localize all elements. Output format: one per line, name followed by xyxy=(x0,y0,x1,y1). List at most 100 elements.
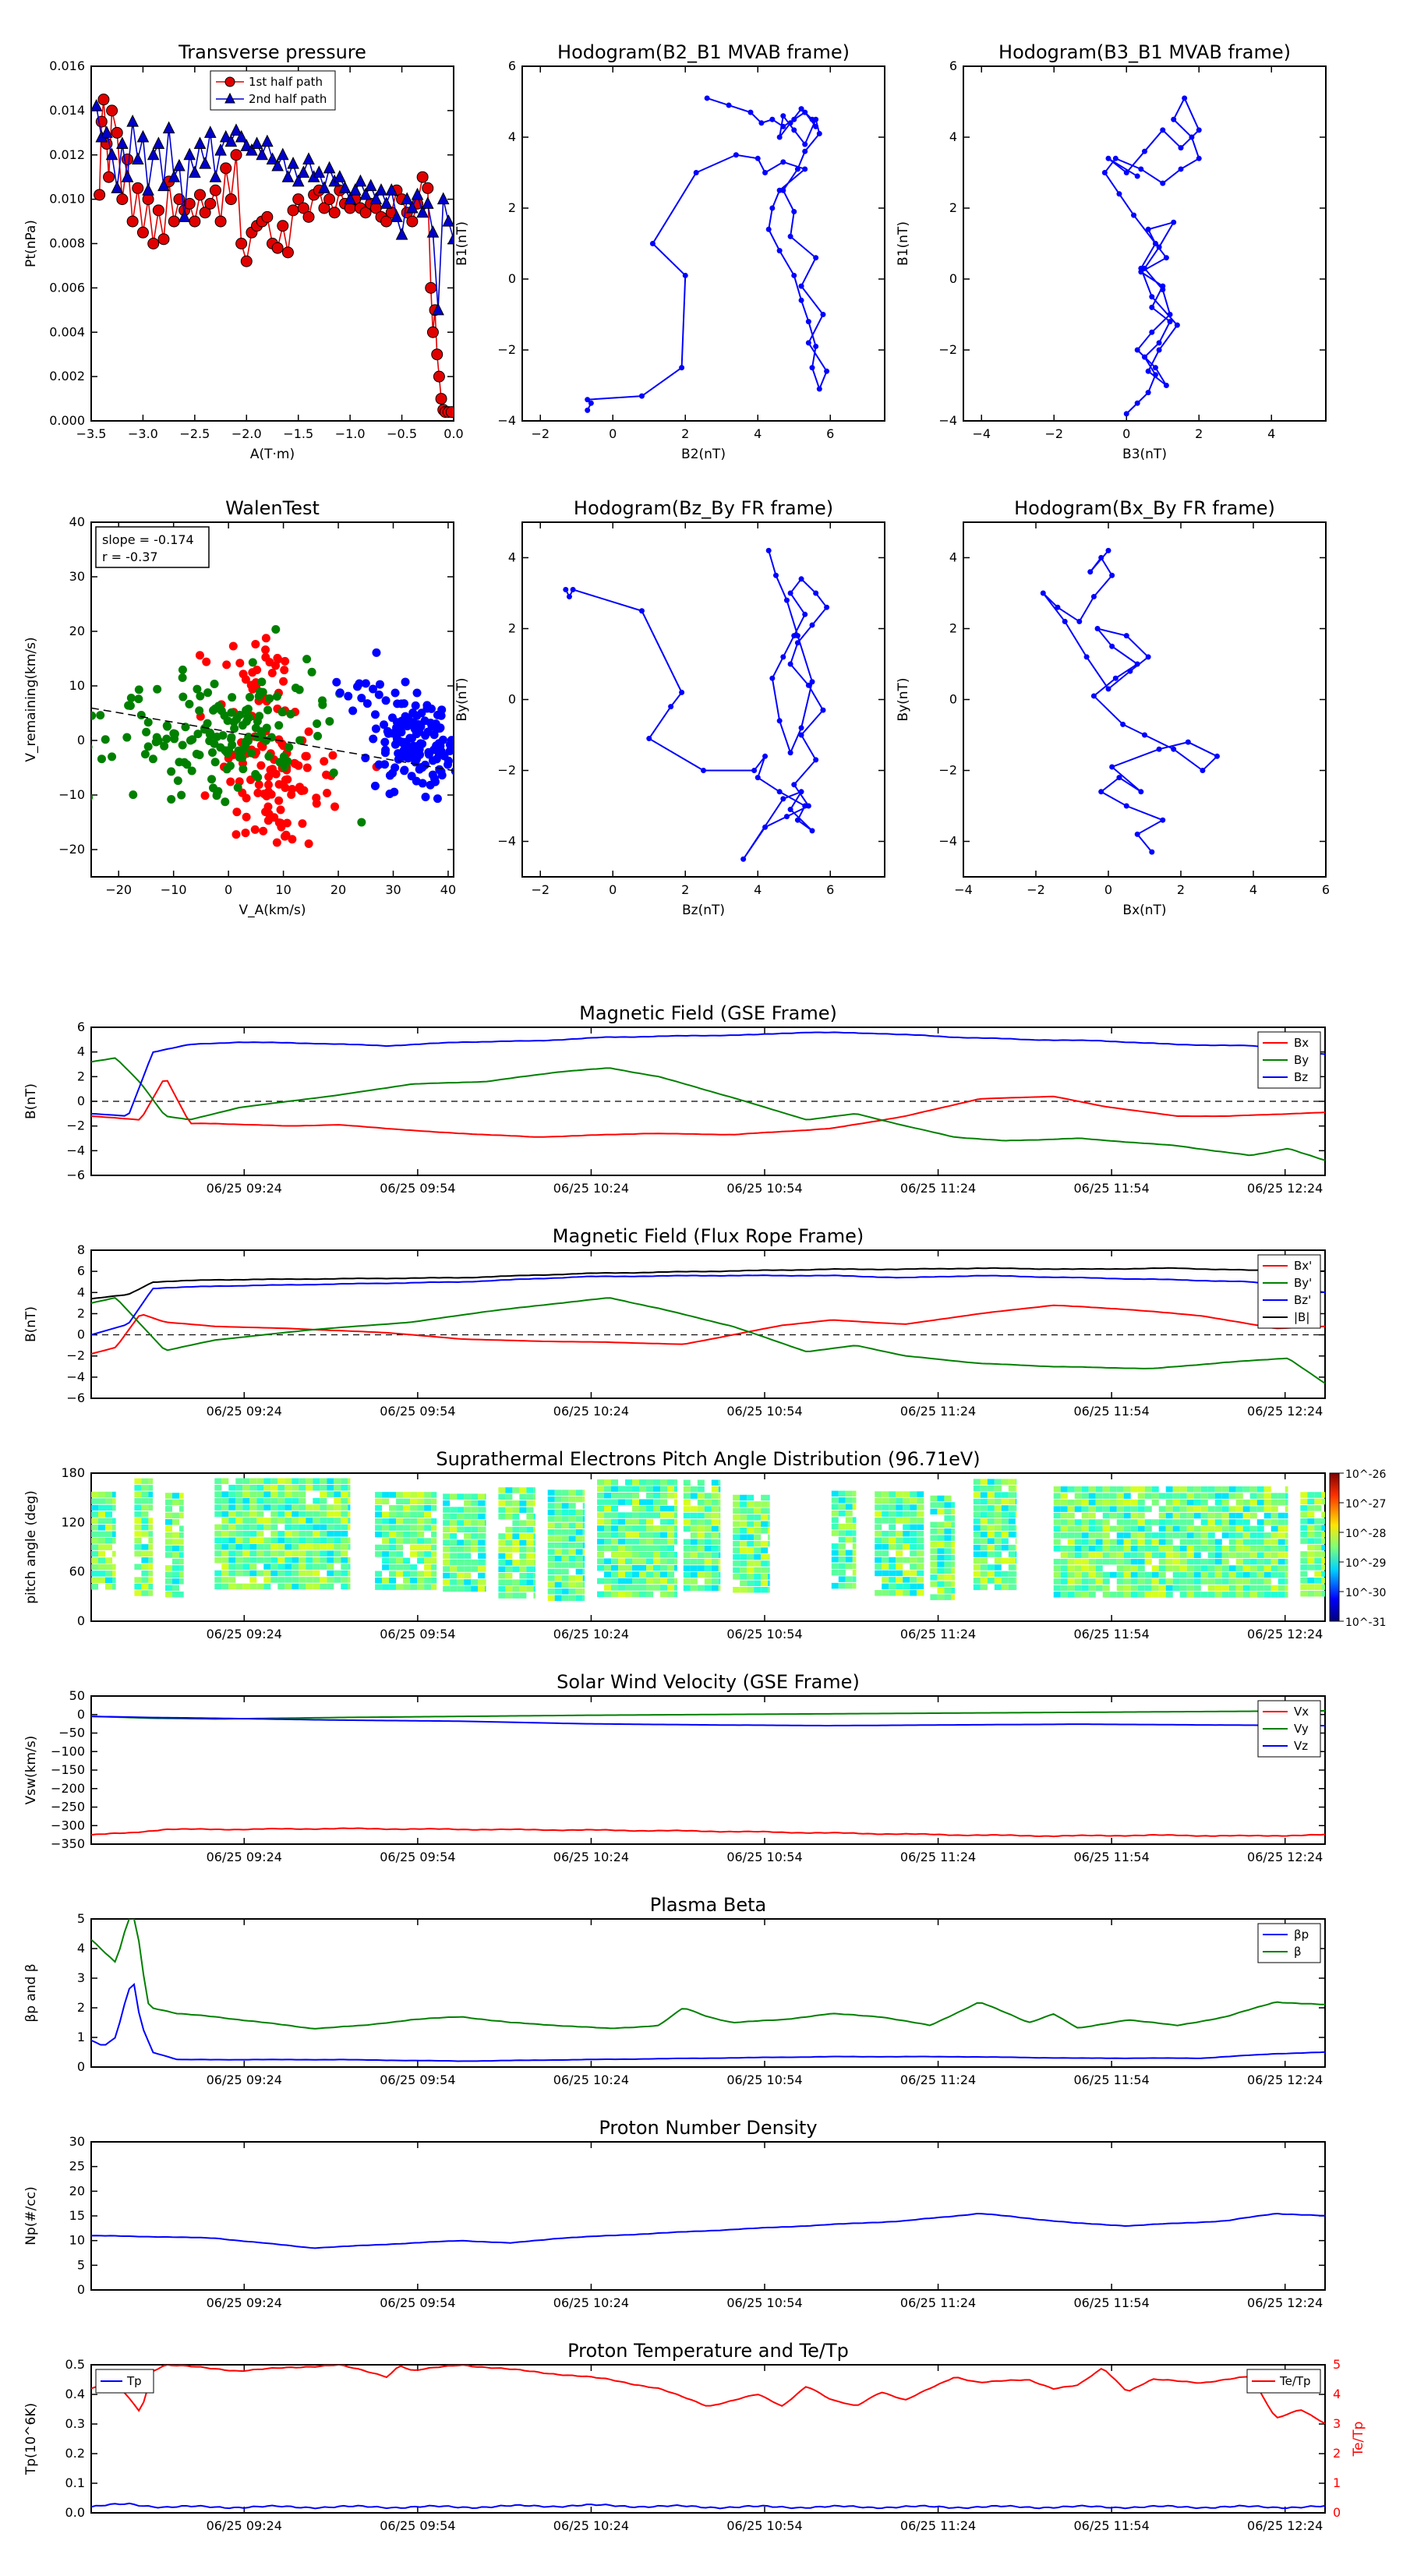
y-tick-label: 0.004 xyxy=(49,324,85,339)
y-axis-label: By(nT) xyxy=(454,677,470,721)
heatmap-cell xyxy=(284,1544,292,1550)
data-point xyxy=(1157,348,1162,353)
heatmap-cell xyxy=(1243,1506,1250,1512)
heatmap-cell xyxy=(548,1516,555,1522)
heatmap-cell xyxy=(1054,1559,1061,1565)
data-point xyxy=(639,394,645,399)
y-tick-label: 0 xyxy=(949,271,957,286)
data-point xyxy=(758,120,764,125)
y-axis-label: By(nT) xyxy=(896,677,911,721)
data-point xyxy=(195,706,203,715)
heatmap-cell xyxy=(1075,1519,1082,1525)
data-point xyxy=(639,608,645,613)
data-point xyxy=(404,754,412,762)
heatmap-cell xyxy=(698,1519,705,1525)
data-point xyxy=(1084,654,1090,659)
heatmap-cell xyxy=(299,1504,306,1511)
heatmap-cell xyxy=(882,1491,889,1497)
data-point xyxy=(751,768,757,773)
x-tick-label: 06/25 11:24 xyxy=(900,1404,976,1419)
data-point xyxy=(243,712,252,721)
heatmap-cell xyxy=(1243,1532,1250,1539)
heatmap-cell xyxy=(1089,1565,1096,1571)
heatmap-cell xyxy=(1208,1592,1215,1598)
heatmap-cell xyxy=(1054,1572,1061,1578)
heatmap-cell xyxy=(1009,1505,1016,1511)
heatmap-cell xyxy=(1082,1486,1089,1493)
heatmap-cell xyxy=(1009,1578,1016,1584)
heatmap-cell xyxy=(512,1520,519,1526)
legend-label: 2nd half path xyxy=(249,92,327,106)
heatmap-cell xyxy=(1180,1565,1187,1571)
heatmap-cell xyxy=(221,1518,228,1524)
data-point xyxy=(124,701,133,710)
data-point xyxy=(122,171,133,182)
heatmap-cell xyxy=(611,1585,618,1591)
heatmap-cell xyxy=(576,1516,583,1522)
data-point xyxy=(308,668,316,677)
heatmap-cell xyxy=(1159,1513,1166,1519)
heatmap-cell xyxy=(747,1581,754,1587)
heatmap-cell xyxy=(334,1498,341,1504)
heatmap-cell xyxy=(1243,1513,1250,1519)
data-point xyxy=(265,694,274,703)
data-point xyxy=(273,692,281,701)
data-point xyxy=(264,752,273,761)
heatmap-cell xyxy=(611,1592,618,1598)
heatmap-cell xyxy=(375,1532,382,1538)
heatmap-cell xyxy=(667,1546,674,1552)
heatmap-cell xyxy=(903,1511,910,1518)
heatmap-cell xyxy=(1152,1565,1159,1571)
y-axis-label: V_remaining(km/s) xyxy=(23,637,39,761)
heatmap-cell xyxy=(1009,1479,1016,1485)
heatmap-cell xyxy=(485,1520,486,1526)
heatmap-cell xyxy=(604,1525,611,1532)
heatmap-cell xyxy=(256,1550,263,1557)
heatmap-cell xyxy=(91,1578,98,1584)
y-tick-label: 20 xyxy=(69,2183,85,2198)
heatmap-cell xyxy=(292,1577,299,1583)
data-point xyxy=(262,211,273,222)
heatmap-cell xyxy=(839,1543,846,1549)
data-point xyxy=(393,699,401,708)
heatmap-cell xyxy=(740,1574,747,1580)
data-point xyxy=(274,797,283,805)
heatmap-cell xyxy=(1145,1552,1152,1558)
heatmap-cell xyxy=(1278,1585,1285,1592)
heatmap-cell xyxy=(1187,1546,1194,1552)
heatmap-cell xyxy=(1243,1500,1250,1506)
heatmap-cell xyxy=(611,1578,618,1585)
data-point xyxy=(386,771,394,779)
heatmap-cell xyxy=(348,1538,350,1544)
heatmap-cell xyxy=(1138,1513,1145,1519)
heatmap-cell xyxy=(1138,1546,1145,1552)
y-tick-label: 2 xyxy=(508,621,516,636)
heatmap-cell xyxy=(134,1551,141,1557)
heatmap-cell xyxy=(691,1546,698,1552)
heatmap-cell xyxy=(712,1578,719,1585)
heatmap-cell xyxy=(410,1584,417,1590)
heatmap-cell xyxy=(277,1584,284,1590)
x-tick-label: 06/25 10:24 xyxy=(553,2295,629,2310)
heatmap-cell xyxy=(478,1493,485,1500)
legend-label: βp xyxy=(1294,1928,1309,1942)
heatmap-cell xyxy=(917,1577,924,1583)
heatmap-cell xyxy=(846,1564,853,1570)
heatmap-cell xyxy=(1166,1493,1173,1499)
heatmap-cell xyxy=(1082,1552,1089,1558)
heatmap-cell xyxy=(646,1499,653,1505)
heatmap-cell xyxy=(1314,1578,1321,1584)
heatmap-cell xyxy=(1208,1572,1215,1578)
heatmap-cell xyxy=(712,1506,719,1512)
heatmap-cell xyxy=(341,1538,348,1544)
heatmap-cell xyxy=(846,1491,853,1497)
heatmap-cell xyxy=(313,1550,320,1557)
data-point xyxy=(381,197,392,208)
heatmap-cell xyxy=(667,1512,674,1518)
heatmap-cell xyxy=(1264,1585,1271,1592)
heatmap-cell xyxy=(903,1557,910,1564)
heatmap-cell xyxy=(889,1557,896,1564)
heatmap-cell xyxy=(179,1539,184,1545)
heatmap-cell xyxy=(148,1498,153,1504)
